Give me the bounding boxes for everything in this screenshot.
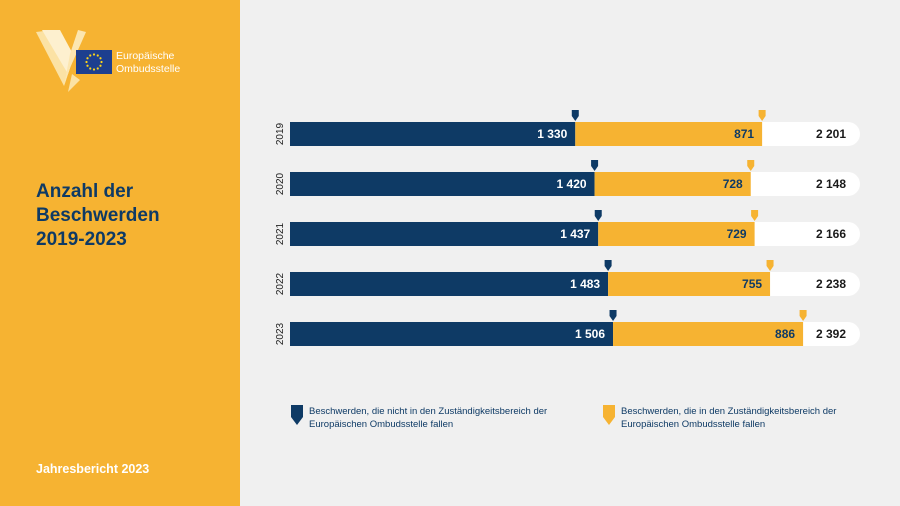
- bar-orange: [575, 122, 763, 146]
- eu-star-icon: [99, 57, 102, 60]
- report-footer: Jahresbericht 2023: [36, 462, 150, 476]
- value-label-navy: 1 506: [575, 327, 605, 341]
- value-label-navy: 1 437: [560, 227, 590, 241]
- marker-navy-icon: [591, 160, 599, 171]
- marker-orange-icon: [747, 160, 755, 171]
- bar-orange: [613, 322, 804, 346]
- bar-orange: [608, 272, 771, 296]
- org-name-line1: Europäische: [116, 50, 175, 62]
- eu-star-icon: [85, 60, 88, 64]
- stacked-bar-chart: 2019 1 330 871 2 201 2020 1 420 728 2 148 2021 1 …: [275, 110, 860, 346]
- total-label: 2 238: [816, 277, 846, 291]
- eu-star-icon: [100, 60, 103, 64]
- org-name-line2: Ombudsstelle: [116, 63, 181, 75]
- bar-orange: [594, 172, 751, 196]
- eu-star-icon: [96, 67, 99, 70]
- eu-star-icon: [89, 67, 92, 70]
- bar-navy: [290, 322, 614, 346]
- total-label: 2 201: [816, 127, 846, 141]
- eu-star-icon: [96, 54, 99, 57]
- marker-navy-icon: [604, 260, 612, 271]
- eu-star-icon: [86, 57, 89, 60]
- bar-navy: [290, 172, 595, 196]
- value-label-navy: 1 420: [557, 177, 587, 191]
- bar-navy: [290, 122, 576, 146]
- bar-navy: [290, 272, 609, 296]
- eu-star-icon: [86, 64, 89, 67]
- year-label: 2019: [275, 122, 286, 145]
- value-label-navy: 1 483: [570, 277, 600, 291]
- marker-navy-icon: [594, 210, 602, 221]
- org-name: Europäische Ombudsstelle: [116, 50, 180, 76]
- value-label-orange: 729: [727, 227, 747, 241]
- value-label-orange: 755: [742, 277, 762, 291]
- marker-navy-icon: [609, 310, 617, 321]
- logo-emblem-icon: [36, 30, 86, 92]
- marker-orange-icon: [799, 310, 807, 321]
- value-label-orange: 728: [723, 177, 743, 191]
- legend-label-navy: Beschwerden, die nicht in den Zuständigk…: [309, 406, 548, 430]
- value-label-orange: 871: [734, 127, 754, 141]
- eu-star-icon: [89, 54, 92, 57]
- eu-star-icon: [92, 53, 96, 56]
- bar-orange: [598, 222, 755, 246]
- marker-orange-icon: [758, 110, 766, 121]
- total-label: 2 148: [816, 177, 846, 191]
- title-line2: Beschwerden: [36, 205, 160, 226]
- eu-star-icon: [99, 64, 102, 67]
- eu-star-icon: [92, 68, 96, 71]
- legend-label-orange: Beschwerden, die in den Zuständigkeitsbe…: [621, 406, 837, 430]
- sidebar-panel: Europäische Ombudsstelle Anzahl der Besc…: [0, 0, 240, 506]
- year-label: 2021: [275, 222, 286, 245]
- value-label-orange: 886: [775, 327, 795, 341]
- marker-navy-icon: [571, 110, 579, 121]
- total-label: 2 166: [816, 227, 846, 241]
- year-label: 2023: [275, 322, 286, 345]
- year-label: 2022: [275, 272, 286, 295]
- chart-title: Anzahl der Beschwerden 2019-2023: [36, 180, 160, 252]
- marker-orange-icon: [751, 210, 759, 221]
- ombudsman-logo: [36, 30, 112, 92]
- title-line1: Anzahl der: [36, 181, 134, 202]
- total-label: 2 392: [816, 327, 846, 341]
- marker-orange-icon: [766, 260, 774, 271]
- legend-marker-orange-icon: [603, 405, 615, 425]
- year-label: 2020: [275, 172, 286, 195]
- value-label-navy: 1 330: [537, 127, 567, 141]
- bar-navy: [290, 222, 599, 246]
- title-line3: 2019-2023: [36, 229, 127, 250]
- legend-marker-navy-icon: [291, 405, 303, 425]
- eu-flag-icon: [76, 50, 112, 74]
